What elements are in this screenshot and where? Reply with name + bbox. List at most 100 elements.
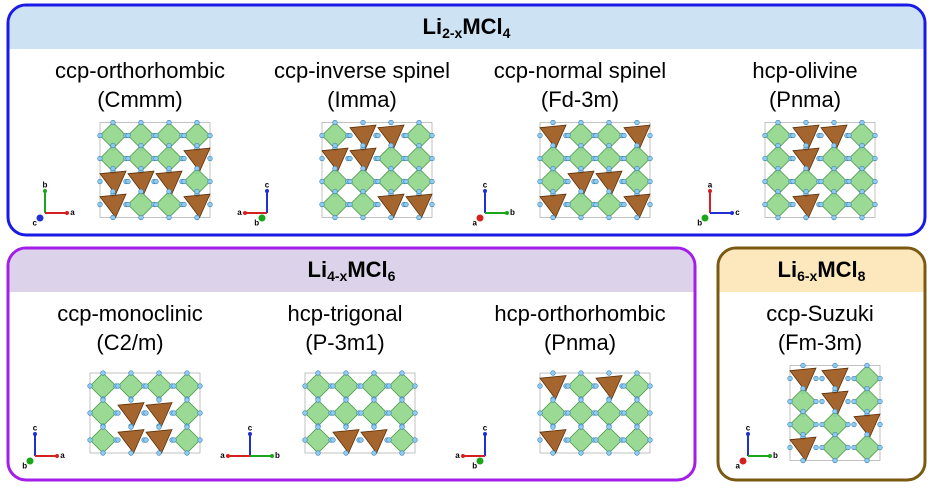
atom — [371, 397, 377, 403]
formula-subscript: 4-x — [327, 268, 347, 284]
crystal-structure — [537, 370, 653, 456]
atom — [347, 201, 353, 208]
atom — [360, 188, 366, 195]
atom — [787, 375, 793, 382]
atom — [790, 132, 796, 139]
atom — [606, 397, 612, 403]
atom — [831, 188, 837, 195]
atom — [388, 142, 394, 149]
formula-text: MCl — [462, 14, 502, 39]
axis-label: c — [735, 208, 740, 217]
polyhedron-brown — [321, 147, 349, 173]
atom — [832, 385, 838, 392]
atom — [813, 398, 819, 405]
atom — [371, 450, 377, 456]
atom — [184, 450, 190, 456]
atom — [550, 119, 556, 126]
atom — [845, 398, 851, 405]
atom — [621, 155, 627, 162]
atom — [864, 362, 870, 369]
atom — [416, 142, 422, 149]
polyhedron-brown — [821, 390, 849, 416]
atom — [388, 188, 394, 195]
atom — [762, 155, 768, 162]
atom — [803, 142, 809, 149]
atom — [416, 165, 422, 172]
atom — [803, 214, 809, 221]
atom — [537, 410, 543, 416]
crystal-structure — [319, 119, 435, 221]
atom — [128, 397, 134, 403]
axis-tip — [55, 454, 59, 458]
atom — [859, 214, 865, 221]
atom — [319, 155, 325, 162]
atom — [593, 155, 599, 162]
atom — [872, 155, 878, 162]
atom — [578, 214, 584, 221]
atom — [197, 410, 203, 416]
polyhedron-brown — [145, 402, 173, 427]
atom — [864, 408, 870, 415]
atom — [864, 457, 870, 464]
formula-subscript: 4 — [503, 25, 511, 41]
atom — [621, 383, 627, 389]
atom — [332, 119, 338, 126]
atom — [153, 178, 159, 185]
axis-tip — [265, 189, 269, 193]
atom — [371, 424, 377, 430]
crystal-structure — [302, 370, 418, 456]
atom — [97, 155, 103, 162]
atom — [375, 178, 381, 185]
atom — [171, 410, 177, 416]
atom — [87, 437, 93, 443]
atom — [550, 424, 556, 430]
panel-title: Li6-xMCl8 — [778, 257, 866, 284]
atom — [859, 188, 865, 195]
atom — [416, 119, 422, 126]
atom — [207, 155, 213, 162]
atom — [403, 201, 409, 208]
axis-label: b — [22, 461, 27, 470]
formula-text: Li — [308, 257, 328, 282]
atom — [606, 119, 612, 126]
unit-cell — [321, 122, 433, 218]
atom — [429, 201, 435, 208]
atom — [197, 437, 203, 443]
atom — [819, 421, 825, 428]
atom — [578, 165, 584, 172]
space-group: (C2/m) — [96, 330, 163, 355]
atom — [762, 132, 768, 139]
atom — [606, 424, 612, 430]
atom — [831, 165, 837, 172]
axis-tip — [33, 432, 37, 436]
atom — [621, 132, 627, 139]
atom — [181, 178, 187, 185]
space-group: (Imma) — [327, 87, 397, 112]
atom — [100, 450, 106, 456]
atom — [787, 398, 793, 405]
atom — [347, 178, 353, 185]
atom — [787, 444, 793, 451]
atom — [181, 132, 187, 139]
polyhedron-brown — [360, 429, 388, 454]
atom — [872, 178, 878, 185]
atom — [565, 132, 571, 139]
atom — [859, 165, 865, 172]
polyhedron-brown — [567, 170, 595, 196]
crystal-structure — [87, 370, 203, 456]
atom — [550, 370, 556, 376]
atom — [634, 424, 640, 430]
formula-text: Li — [423, 14, 443, 39]
axis-label: c — [265, 181, 270, 190]
atom — [634, 142, 640, 149]
atom — [831, 214, 837, 221]
atom — [550, 142, 556, 149]
axis-tip — [270, 454, 274, 458]
atom — [97, 132, 103, 139]
axis-label: b — [773, 451, 778, 460]
atom — [818, 201, 824, 208]
atom — [386, 410, 392, 416]
atom — [606, 188, 612, 195]
polyhedron-brown — [155, 170, 183, 196]
